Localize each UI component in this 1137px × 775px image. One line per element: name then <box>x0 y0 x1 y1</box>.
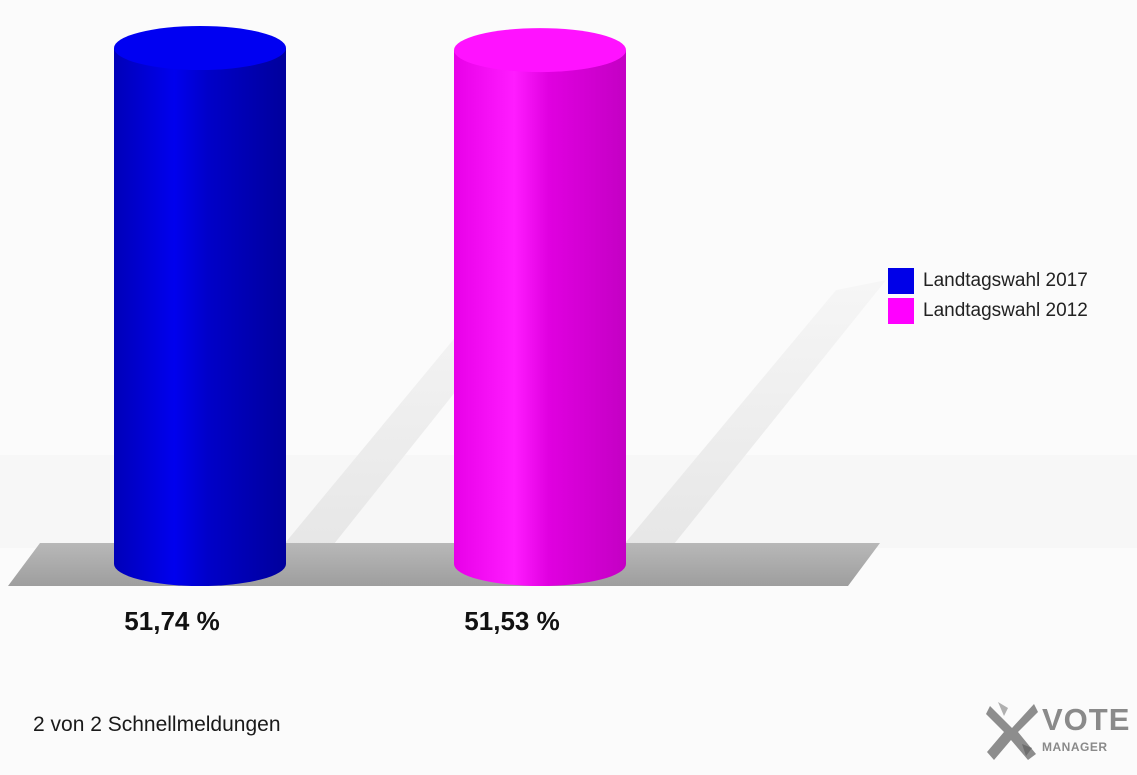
legend-label-2012: Landtagswahl 2012 <box>923 300 1088 321</box>
bar-top-landtagswahl-2012 <box>454 28 626 73</box>
legend-swatch-2017 <box>888 268 914 294</box>
vote-manager-logo: VOTE MANAGER <box>984 696 1134 766</box>
bar-shadow-landtagswahl-2012 <box>616 280 886 554</box>
bar-body-landtagswahl-2017 <box>114 48 286 586</box>
report-count-text: 2 von 2 Schnellmeldungen <box>33 713 281 736</box>
value-label-landtagswahl-2012: 51,53 % <box>464 606 559 636</box>
bar-top-landtagswahl-2017 <box>114 26 286 70</box>
value-label-landtagswahl-2017: 51,74 % <box>124 606 219 636</box>
value-labels-group: 51,74 % 51,53 % <box>124 606 559 636</box>
bar-landtagswahl-2012 <box>454 28 626 587</box>
legend-item-2017: Landtagswahl 2017 <box>888 266 1137 296</box>
legend-item-2012: Landtagswahl 2012 <box>888 296 1137 326</box>
chart-legend: Landtagswahl 2017 Landtagswahl 2012 <box>888 266 1137 326</box>
vote-manager-logo-icon <box>986 702 1038 760</box>
bars-group <box>114 26 626 587</box>
legend-swatch-2012 <box>888 298 914 324</box>
legend-label-2017: Landtagswahl 2017 <box>923 270 1088 291</box>
logo-text-manager: MANAGER <box>1042 740 1108 754</box>
bar-landtagswahl-2017 <box>114 26 286 586</box>
bar-body-landtagswahl-2012 <box>454 50 626 587</box>
logo-text-vote: VOTE <box>1042 702 1131 737</box>
